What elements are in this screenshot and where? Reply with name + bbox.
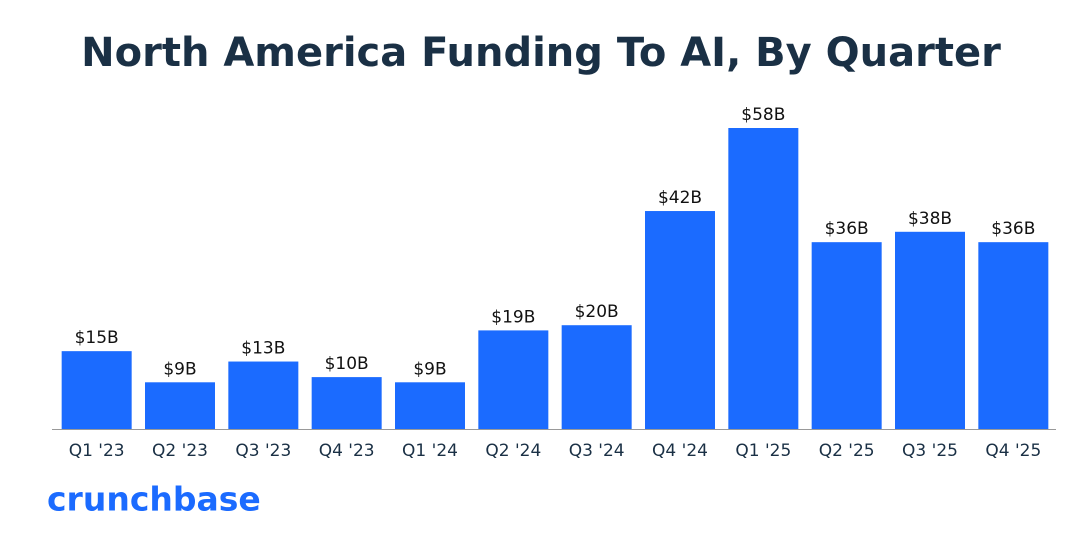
x-tick-label: Q2 '23 [152,441,208,461]
value-label: $58B [741,105,785,125]
value-label: $42B [658,188,702,208]
bar [645,211,715,429]
bar [561,325,632,429]
x-tick-label: Q3 '23 [235,441,291,461]
x-tick-label: Q1 '24 [402,441,458,461]
value-label: $20B [575,302,619,322]
bar [811,242,882,429]
x-tick-label: Q3 '25 [902,441,958,461]
x-tick-label: Q4 '23 [319,441,375,461]
bar [228,361,299,429]
value-label: $19B [491,307,535,327]
bar [728,128,799,429]
bar [478,330,549,429]
x-tick-label: Q4 '24 [652,441,708,461]
bar [395,382,465,429]
x-tick-label: Q4 '25 [985,441,1041,461]
value-label: $38B [908,209,952,229]
x-tick-label: Q1 '25 [735,441,791,461]
x-tick-label: Q2 '25 [819,441,875,461]
bar [145,382,215,429]
x-tick-label: Q1 '23 [69,441,125,461]
bar [895,231,965,429]
x-tick-label: Q2 '24 [485,441,541,461]
value-label: $9B [413,359,446,379]
brand-logo: crunchbase [47,480,261,519]
bar [978,242,1049,429]
value-label: $10B [325,354,369,374]
value-label: $15B [75,328,119,348]
value-label: $36B [825,219,869,239]
value-label: $9B [163,359,196,379]
x-tick-label: Q3 '24 [569,441,625,461]
value-label: $36B [991,219,1035,239]
bar [311,377,382,429]
bar [61,351,132,429]
chart-title: North America Funding To AI, By Quarter [81,30,1001,76]
value-label: $13B [241,339,285,359]
